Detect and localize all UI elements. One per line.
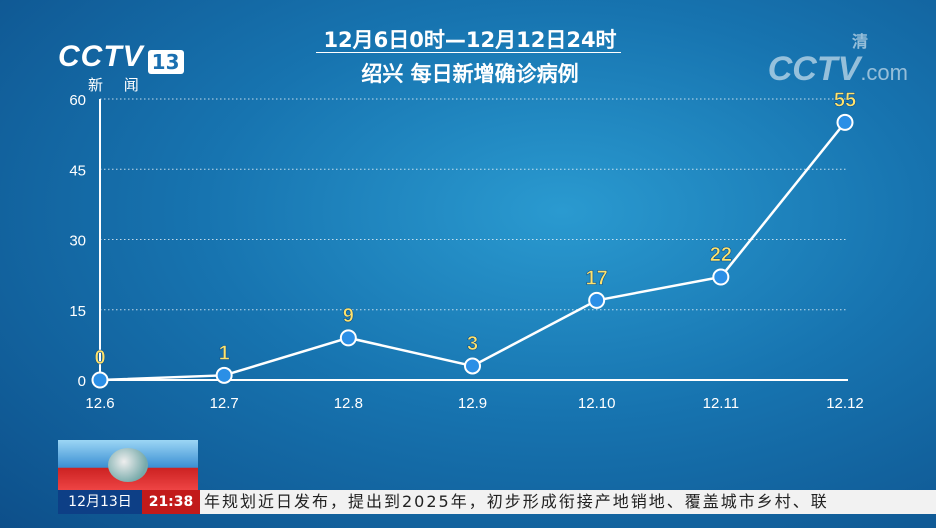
data-label: 3 — [467, 333, 478, 355]
x-tick-label: 12.6 — [85, 395, 114, 412]
chart-series: 0 1 9 3 17 22 55 — [91, 89, 856, 389]
cctv-watermark: 清 CCTV.com — [767, 34, 908, 89]
ticker-time: 21:38 — [142, 490, 200, 514]
chart-subtitle: 绍兴 每日新增确诊病例 — [361, 62, 579, 86]
ticker-text: 年规划近日发布，提出到2025年，初步形成衔接产地销地、覆盖城市乡村、联 — [204, 492, 829, 511]
y-tick-label: 15 — [69, 303, 86, 320]
news-ticker-bar — [58, 490, 936, 514]
news-thumbnail — [58, 440, 198, 490]
y-tick-label: 45 — [69, 162, 86, 179]
chart-grid — [100, 98, 848, 311]
logo-brand: CCTV — [58, 40, 144, 73]
x-tick-label: 12.10 — [578, 395, 616, 412]
x-tick-label: 12.12 — [826, 395, 864, 412]
data-point — [91, 371, 109, 389]
watermark-tag: 清 — [851, 34, 868, 51]
data-label: 17 — [586, 267, 608, 289]
cctv13-logo: CCTV 13 新 闻 — [58, 40, 184, 95]
data-label: 55 — [834, 89, 856, 111]
title-divider — [316, 52, 621, 53]
data-point — [339, 329, 357, 347]
logo-channel: 13 — [147, 49, 184, 74]
data-label: 9 — [343, 305, 354, 327]
y-tick-label: 0 — [78, 373, 86, 390]
data-point — [464, 357, 481, 375]
data-point — [588, 291, 606, 309]
data-label: 22 — [710, 244, 732, 266]
chart-title: 12月6日0时—12月12日24时 — [323, 28, 617, 52]
data-label: 0 — [94, 347, 105, 369]
data-label: 1 — [219, 342, 230, 364]
watermark-brand: CCTV — [767, 50, 861, 88]
watermark-suffix: .com — [860, 60, 908, 85]
x-tick-label: 12.7 — [210, 395, 239, 412]
logo-subtitle: 新 闻 — [88, 76, 147, 94]
y-tick-label: 60 — [69, 92, 86, 109]
x-tick-label: 12.8 — [334, 395, 363, 412]
x-tick-label: 12.9 — [458, 395, 487, 412]
data-point — [836, 113, 854, 131]
data-point — [712, 268, 730, 286]
y-tick-label: 30 — [69, 233, 86, 250]
ticker-date: 12月13日 — [58, 490, 142, 514]
data-point — [215, 366, 233, 384]
x-tick-label: 12.11 — [703, 395, 739, 412]
